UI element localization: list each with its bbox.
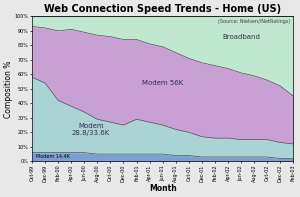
Title: Web Connection Speed Trends - Home (US): Web Connection Speed Trends - Home (US)	[44, 4, 281, 14]
X-axis label: Month: Month	[149, 184, 177, 193]
Text: Modem 14.4K: Modem 14.4K	[36, 154, 70, 159]
Text: Modem
28.8/33.6K: Modem 28.8/33.6K	[72, 123, 110, 136]
Text: (Source: Nielsen//NetRatings): (Source: Nielsen//NetRatings)	[218, 19, 291, 24]
Text: Broadband: Broadband	[222, 34, 260, 40]
Y-axis label: Composition %: Composition %	[4, 60, 13, 118]
Text: Modem 56K: Modem 56K	[142, 80, 183, 86]
